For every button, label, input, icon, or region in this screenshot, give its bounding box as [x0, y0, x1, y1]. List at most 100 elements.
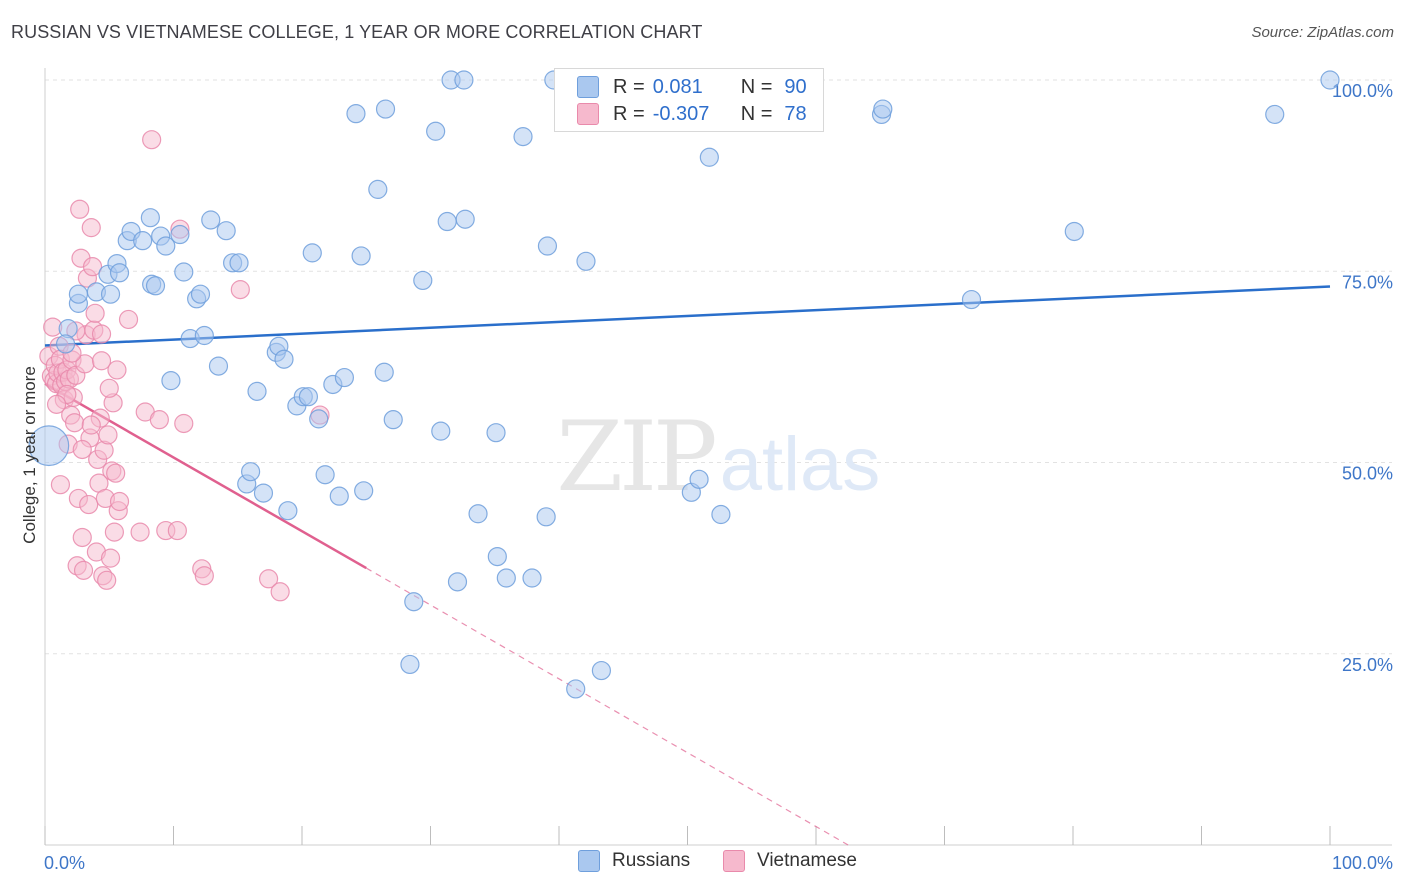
russians-point — [383, 410, 403, 430]
y-tick-label: 100.0% — [1332, 81, 1393, 101]
vietnamese-point — [142, 130, 162, 150]
vietnamese-point — [174, 413, 194, 434]
legend-n-label: N = — [740, 75, 773, 98]
vietnamese-point — [99, 378, 119, 398]
vietnamese-point — [98, 425, 118, 445]
russians-point — [486, 423, 506, 443]
legend-label-vietnamese: Vietnamese — [757, 850, 857, 871]
y-axis-label: College, 1 year or more — [20, 366, 39, 544]
russians-point — [431, 421, 451, 441]
legend-swatch-russians — [578, 850, 600, 872]
russians-point — [68, 284, 89, 304]
legend-swatch-vietnamese — [577, 103, 599, 125]
tick-labels: 25.0% 50.0% 75.0% 100.0% 0.0% 100.0% — [44, 81, 1393, 873]
vietnamese-point — [106, 463, 126, 483]
vietnamese-point — [91, 351, 112, 371]
vietnamese-point — [104, 522, 124, 542]
vietnamese-point — [230, 280, 250, 300]
vietnamese-point — [118, 309, 139, 330]
russians-point — [201, 210, 221, 230]
russians-point — [298, 387, 319, 407]
russians-point — [247, 381, 267, 401]
watermark: ZIP atlas — [556, 401, 880, 513]
russians-trend-line — [44, 285, 1331, 347]
vietnamese-point — [270, 582, 290, 602]
russians-point — [711, 504, 731, 525]
russians-point — [699, 147, 719, 167]
vietnamese-point — [97, 570, 117, 590]
vietnamese-point — [70, 199, 90, 219]
russians-point — [309, 409, 329, 429]
russians-point — [351, 246, 371, 266]
x-tick-label: 0.0% — [44, 853, 85, 873]
chart-title: RUSSIAN VS VIETNAMESE COLLEGE, 1 YEAR OR… — [11, 22, 703, 42]
russians-point — [194, 325, 214, 346]
russians-point — [174, 262, 194, 282]
russians-point — [591, 660, 612, 681]
legend-n-value-vietnamese: 78 — [784, 102, 807, 125]
x-tick-label: 100.0% — [1332, 853, 1393, 873]
legend-swatch-russians — [577, 76, 599, 98]
russians-point — [961, 289, 982, 310]
legend-row-russians: R = 0.081 N = 90 — [577, 74, 807, 100]
russians-point — [354, 481, 374, 501]
russians-point — [100, 284, 121, 304]
russians-point — [689, 469, 709, 489]
russians-point — [404, 592, 424, 612]
vietnamese-point — [91, 324, 112, 344]
russians-point — [400, 654, 420, 675]
russians-point — [513, 127, 533, 147]
russians-point — [576, 251, 596, 271]
russians-point — [487, 546, 507, 567]
vietnamese-point — [50, 475, 71, 495]
russians-point — [241, 462, 261, 482]
vietnamese-point — [72, 527, 92, 548]
stats-legend: R = 0.081 N = 90 R = -0.307 N = 78 — [554, 68, 824, 132]
russians-point — [140, 208, 160, 228]
vietnamese-point — [72, 439, 92, 460]
legend-item-russians[interactable]: Russians — [578, 850, 690, 872]
vietnamese-point — [85, 303, 105, 323]
russians-point — [278, 501, 298, 521]
russians-point — [447, 572, 468, 592]
russians-point — [368, 179, 388, 199]
russians-point — [302, 243, 322, 263]
vietnamese-point — [82, 257, 103, 277]
russians-point — [426, 121, 446, 141]
legend-label-russians: Russians — [612, 850, 691, 871]
trend-lines — [44, 285, 1331, 846]
russians-point — [1320, 70, 1340, 90]
vietnamese-point — [167, 520, 187, 541]
russians-point — [566, 679, 586, 699]
y-tick-label: 25.0% — [1342, 655, 1393, 675]
russians-point — [346, 104, 366, 124]
russians-point — [536, 507, 556, 527]
russians-point — [374, 362, 394, 382]
russians-point — [156, 236, 176, 256]
legend-n-value-russians: 90 — [784, 75, 807, 98]
legend-r-label: R = — [613, 75, 645, 98]
legend-item-vietnamese[interactable]: Vietnamese — [723, 850, 857, 872]
russians-point — [413, 270, 433, 291]
vietnamese-point — [107, 360, 127, 380]
legend-row-vietnamese: R = -0.307 N = 78 — [577, 101, 807, 127]
vietnamese-point — [46, 394, 67, 414]
legend-n-label: N = — [740, 102, 773, 125]
vietnamese-point — [100, 548, 121, 568]
vietnamese-point — [109, 491, 130, 512]
russians-point — [537, 236, 558, 256]
russians-point — [145, 276, 166, 296]
legend-r-value-russians: 0.081 — [652, 75, 703, 98]
russians-point — [468, 504, 488, 524]
russians-point — [522, 568, 542, 588]
russians-point — [334, 367, 355, 388]
russians-point — [28, 425, 70, 467]
russians-point — [170, 224, 190, 245]
russians-point — [315, 465, 335, 485]
source-credit: Source: ZipAtlas.com — [1251, 24, 1394, 41]
data-points — [28, 70, 1340, 699]
russians-point — [1064, 221, 1084, 242]
vietnamese-point — [130, 522, 150, 542]
russians-point — [375, 99, 396, 119]
russians-point — [329, 486, 349, 506]
